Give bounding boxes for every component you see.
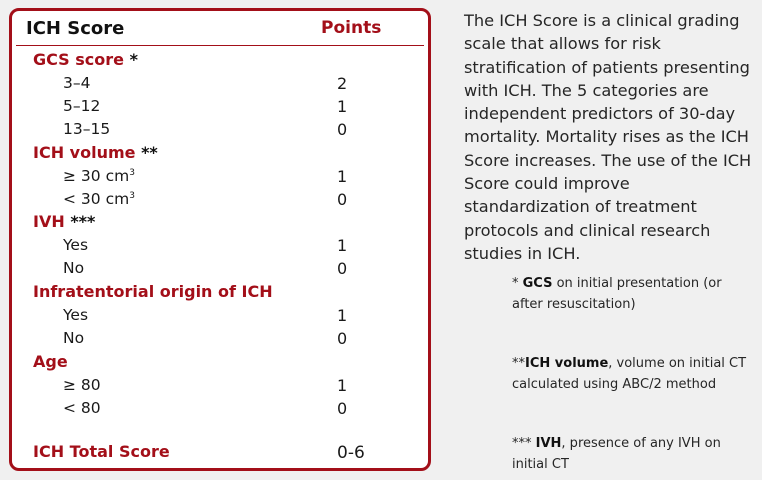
item-label: ≥ 30 cm3 [63, 167, 135, 185]
item-label: 13–15 [63, 120, 111, 138]
item-points: 0 [337, 399, 348, 418]
item-label: ≥ 80 [63, 376, 101, 394]
table-title: ICH Score [26, 18, 125, 39]
category-label: GCS score * [33, 50, 138, 69]
table-row: Yes 1 [12, 235, 428, 258]
category-label: IVH *** [33, 212, 96, 231]
category-row-ich-volume: ICH volume ** [12, 143, 428, 166]
footnote-marker: ** [141, 143, 158, 162]
item-label: No [63, 259, 85, 277]
item-label: Yes [63, 306, 89, 324]
item-points: 1 [337, 236, 348, 255]
footnote-marker: *** [70, 212, 96, 231]
category-row-infratentorial: Infratentorial origin of ICH [12, 282, 428, 305]
item-label: < 80 [63, 399, 101, 417]
table-row: Yes 1 [12, 305, 428, 328]
item-label: < 30 cm3 [63, 190, 135, 208]
item-label: 5–12 [63, 97, 101, 115]
item-points: 1 [337, 167, 348, 186]
footnote-gcs: * GCS on initial presentation (or after … [512, 276, 722, 312]
item-label: No [63, 329, 85, 347]
description-paragraph: The ICH Score is a clinical grading scal… [464, 11, 752, 263]
total-label: ICH Total Score [33, 442, 170, 461]
item-points: 0 [337, 120, 348, 139]
item-points: 0 [337, 190, 348, 209]
item-points: 0 [337, 259, 348, 278]
table-row: 5–12 1 [12, 96, 428, 119]
item-points: 1 [337, 306, 348, 325]
item-points: 1 [337, 97, 348, 116]
footnote-ivh: *** IVH, presence of any IVH on initial … [512, 436, 721, 472]
category-row-gcs: GCS score * [12, 50, 428, 73]
category-row-ivh: IVH *** [12, 212, 428, 235]
item-label: 3–4 [63, 74, 91, 92]
points-column-header: Points [321, 18, 382, 38]
table-row: 13–15 0 [12, 119, 428, 142]
total-points: 0-6 [337, 443, 365, 463]
category-row-age: Age [12, 352, 428, 375]
category-label: Infratentorial origin of ICH [33, 282, 273, 301]
total-row: ICH Total Score 0-6 [12, 442, 428, 465]
table-row: 3–4 2 [12, 73, 428, 96]
table-row: < 30 cm3 0 [12, 189, 428, 212]
item-points: 0 [337, 329, 348, 348]
item-points: 2 [337, 74, 348, 93]
item-label: Yes [63, 236, 89, 254]
table-row: ≥ 30 cm3 1 [12, 166, 428, 189]
header-divider [16, 45, 424, 46]
table-header: ICH Score Points [12, 11, 428, 47]
table-row: No 0 [12, 328, 428, 351]
table-row: < 80 0 [12, 398, 428, 421]
table-row: ≥ 80 1 [12, 375, 428, 398]
item-points: 1 [337, 376, 348, 395]
table-row: No 0 [12, 258, 428, 281]
footnote-ich-volume: **ICH volume, volume on initial CT calcu… [512, 356, 747, 392]
category-label: ICH volume ** [33, 143, 158, 162]
category-label: Age [33, 352, 68, 371]
ich-score-table: ICH Score Points GCS score * 3–4 2 5–12 … [9, 8, 431, 471]
footnote-marker: * [129, 50, 138, 69]
